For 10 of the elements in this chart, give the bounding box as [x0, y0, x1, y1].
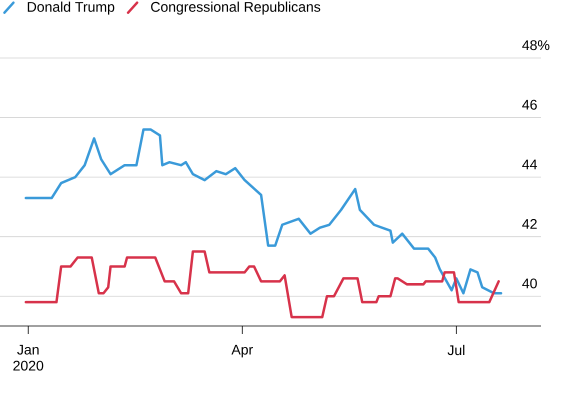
- x-tick-label: Jan 2020: [13, 344, 44, 371]
- legend-label: Congressional Republicans: [151, 2, 320, 15]
- y-tick-label: 42: [522, 219, 537, 229]
- y-tick-label: 48%: [522, 40, 550, 50]
- y-tick-label: 40: [522, 278, 537, 288]
- legend-label: Donald Trump: [28, 2, 114, 15]
- y-tick-label: 46: [522, 100, 537, 110]
- y-tick-label: 44: [522, 160, 538, 170]
- x-tick-label: Apr: [231, 344, 253, 358]
- x-tick-label: Jul: [448, 344, 464, 356]
